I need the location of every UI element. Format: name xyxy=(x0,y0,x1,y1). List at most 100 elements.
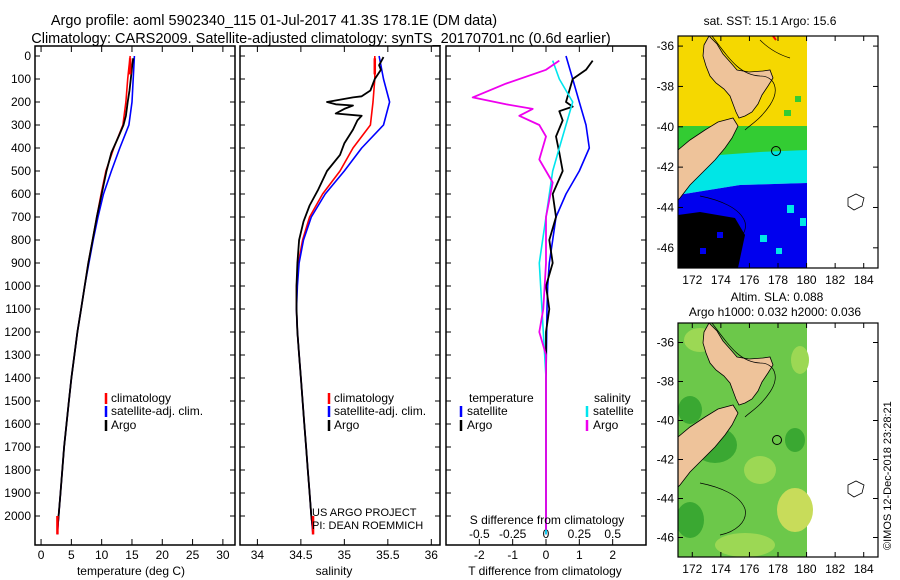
t-difference-axis: -2 -1 0 1 2 xyxy=(474,46,616,562)
map-lat-label: -44 xyxy=(657,492,675,506)
project-annotation-line1: US ARGO PROJECT xyxy=(312,507,417,519)
depth-tick-label: 1900 xyxy=(4,486,31,500)
map-lon-label: 176 xyxy=(739,273,759,287)
sla-map xyxy=(678,323,878,557)
depth-tick-label: 1600 xyxy=(4,417,31,431)
temperature-axis-label: temperature (deg C) xyxy=(77,564,185,578)
legend-label-t-argo: Argo xyxy=(467,418,493,432)
temperature-series xyxy=(56,55,136,535)
temperature-axis: 0 5 10 15 20 25 30 xyxy=(38,46,230,562)
depth-tick-label: 600 xyxy=(11,187,31,201)
legend-label-s-satellite: satellite xyxy=(593,404,634,418)
legend-label-satellite: satellite-adj. clim. xyxy=(111,404,203,418)
map-lat-label: -42 xyxy=(657,160,675,174)
depth-tick-label: 500 xyxy=(11,164,31,178)
legend-label-satellite: satellite-adj. clim. xyxy=(334,404,426,418)
sla-map-axes: 172 174 176 178 180 182 184 -36 -38 -40 -42 -44 -46 xyxy=(657,323,878,576)
north-island-land xyxy=(702,36,774,119)
map-lon-label: 182 xyxy=(825,273,845,287)
salinity-legend: climatology satellite-adj. clim. Argo US… xyxy=(312,391,426,532)
x-tick-label: -1 xyxy=(507,548,518,562)
sst-pixel xyxy=(760,235,767,242)
project-annotation-line2: PI: DEAN ROEMMICH xyxy=(312,520,423,532)
difference-series xyxy=(471,55,594,535)
chatham-island xyxy=(847,480,865,498)
sla-patch xyxy=(777,488,813,532)
x-tick-label: 0 xyxy=(38,548,45,562)
s-difference-axis: -0.5 -0.25 0 0.25 0.5 xyxy=(469,527,621,541)
depth-tick-label: 900 xyxy=(11,256,31,270)
x-tick-label: -2 xyxy=(474,548,485,562)
legend-label-t-satellite: satellite xyxy=(467,404,508,418)
x-tick-label: 15 xyxy=(125,548,139,562)
sst-contour xyxy=(759,39,791,59)
sst-contour xyxy=(711,36,776,131)
map-lat-label: -36 xyxy=(657,336,675,350)
x-tick-label: 35.5 xyxy=(376,548,400,562)
series-line-t-argo xyxy=(545,60,594,530)
sst-map-title: sat. SST: 15.1 Argo: 15.6 xyxy=(704,14,837,28)
map-lon-label: 180 xyxy=(797,273,817,287)
temperature-legend: climatology satellite-adj. clim. Argo xyxy=(104,391,203,432)
south-island-land xyxy=(678,404,739,488)
map-lat-label: -38 xyxy=(657,375,675,389)
depth-tick-label: 700 xyxy=(11,210,31,224)
x-tick-label: 25 xyxy=(186,548,200,562)
sla-map-title: Altim. SLA: 0.088 xyxy=(731,290,824,304)
sla-patch xyxy=(791,346,809,374)
figure-title-line1: Argo profile: aoml 5902340_115 01-Jul-20… xyxy=(51,13,497,29)
depth-tick-label: 1100 xyxy=(5,302,31,316)
map-lon-label: 184 xyxy=(854,273,874,287)
legend-label-argo: Argo xyxy=(334,418,360,432)
x-tick-label: 34.5 xyxy=(289,548,313,562)
depth-tick-label: 1200 xyxy=(4,325,31,339)
depth-axis: 0 100 200 300 400 500 600 700 800 900 1000 1100 1200… xyxy=(4,49,646,523)
series-line-climatology xyxy=(56,55,131,535)
sla-patch xyxy=(678,396,702,424)
legend-title-salinity: salinity xyxy=(594,391,631,405)
sst-pixel xyxy=(717,232,723,238)
s-diff-tick-label: -0.25 xyxy=(499,527,527,541)
sst-pixel xyxy=(784,110,791,116)
legend-label-climatology: climatology xyxy=(111,391,171,405)
map-lon-label: 178 xyxy=(768,562,788,576)
south-island-land xyxy=(678,117,739,201)
series-line-argo xyxy=(56,58,135,530)
legend-label-s-argo: Argo xyxy=(593,418,619,432)
x-tick-label: 30 xyxy=(216,548,230,562)
salinity-axis: 34 34.5 35 35.5 36 xyxy=(251,46,439,562)
sla-argo-position-marker xyxy=(772,435,782,445)
sst-contour xyxy=(699,195,746,249)
salinity-plot-frame xyxy=(239,45,441,546)
x-tick-label: 36 xyxy=(425,548,439,562)
x-tick-label: 20 xyxy=(156,548,170,562)
s-difference-axis-label: S difference from climatology xyxy=(470,513,625,527)
s-diff-tick-label: 0.5 xyxy=(604,527,621,541)
x-tick-label: 35 xyxy=(338,548,352,562)
map-lat-label: -40 xyxy=(657,414,675,428)
map-lat-label: -44 xyxy=(657,200,675,214)
depth-tick-label: 800 xyxy=(11,233,31,247)
sst-argo-position-marker xyxy=(771,146,781,156)
depth-tick-label: 1300 xyxy=(4,348,31,362)
map-lon-label: 184 xyxy=(854,562,874,576)
sst-map-axes: 172 174 176 178 180 182 184 -36 -38 -40 -42 -44 -46 xyxy=(657,36,878,287)
sla-contour xyxy=(711,323,776,418)
sla-patch xyxy=(715,533,775,557)
depth-tick-label: 400 xyxy=(11,141,31,155)
imos-credit: ©IMOS 12-Dec-2018 23:28:21 xyxy=(882,401,894,550)
temperature-plot-frame xyxy=(34,45,236,546)
legend-label-climatology: climatology xyxy=(334,391,394,405)
map-lon-label: 172 xyxy=(682,562,702,576)
depth-tick-label: 200 xyxy=(11,95,31,109)
sst-pixel xyxy=(770,160,778,167)
sst-pixel xyxy=(776,248,782,254)
salinity-series xyxy=(295,55,391,535)
depth-tick-label: 0 xyxy=(24,49,31,63)
sla-patch xyxy=(744,456,776,484)
x-tick-label: 0 xyxy=(543,548,550,562)
depth-tick-label: 1400 xyxy=(4,371,31,385)
series-line-satellite-adj-clim- xyxy=(295,55,391,535)
depth-tick-label: 300 xyxy=(11,118,31,132)
s-diff-tick-label: 0.25 xyxy=(568,527,592,541)
